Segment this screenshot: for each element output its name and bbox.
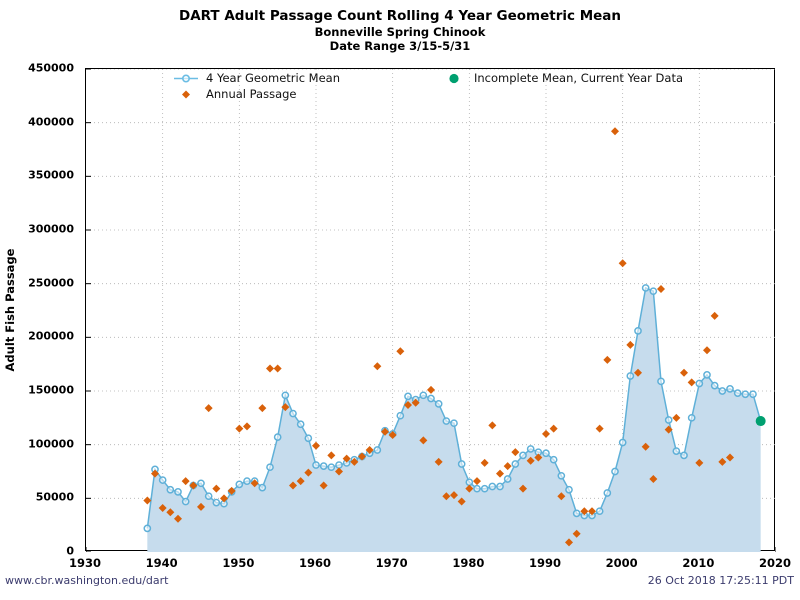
y-tick-label: 300000: [28, 222, 74, 236]
y-axis-tick-labels: 0 50000 100000 150000 200000 250000 300000 3500…: [0, 0, 82, 600]
legend-diamond-icon: [172, 88, 202, 101]
y-tick-label: 250000: [28, 276, 74, 290]
x-tick-label: 1950: [222, 556, 255, 570]
x-tick-label: 2000: [605, 556, 638, 570]
chart-date-range: Date Range 3/15-5/31: [329, 39, 471, 53]
chart-legend: 4 Year Geometric Mean Annual Passage Incom…: [172, 71, 712, 106]
x-tick-label: 1970: [375, 556, 408, 570]
x-tick-label: 1980: [452, 556, 485, 570]
legend-item-label: Annual Passage: [206, 87, 297, 101]
y-tick-label: 400000: [28, 115, 74, 129]
chart-subtitle: Bonneville Spring Chinook: [314, 25, 486, 39]
incomplete-mean-marker: [755, 416, 766, 427]
legend-item-label: 4 Year Geometric Mean: [206, 71, 341, 85]
y-tick-label: 200000: [28, 329, 74, 343]
plot-area: [85, 68, 776, 552]
x-tick-label: 2020: [758, 556, 792, 570]
x-tick-label: 1930: [68, 556, 102, 570]
legend-circle-icon: [440, 72, 470, 85]
mean-area-fill: [147, 287, 761, 552]
chart-svg: [86, 69, 776, 552]
title-block: DART Adult Passage Count Rolling 4 Year …: [0, 8, 800, 53]
x-tick-label: 1990: [528, 556, 562, 570]
source-url[interactable]: www.cbr.washington.edu/dart: [5, 574, 169, 587]
x-tick-label: 2010: [682, 556, 715, 570]
y-tick-label: 150000: [28, 383, 74, 397]
legend-line-circle-icon: [172, 72, 202, 85]
annual-passage-markers: [143, 127, 734, 547]
generated-timestamp: 26 Oct 2018 17:25:11 PDT: [647, 574, 794, 587]
x-tick-label: 1940: [145, 556, 178, 570]
y-tick-label: 350000: [28, 168, 74, 182]
y-tick-label: 100000: [28, 437, 74, 451]
y-tick-label: 450000: [28, 61, 74, 75]
y-tick-label: 0: [66, 544, 74, 558]
legend-item-label: Incomplete Mean, Current Year Data: [474, 71, 684, 85]
x-tick-label: 1960: [298, 556, 332, 570]
mean-point-markers: [143, 284, 757, 533]
page-title: DART Adult Passage Count Rolling 4 Year …: [178, 8, 622, 24]
y-tick-label: 50000: [35, 490, 74, 504]
